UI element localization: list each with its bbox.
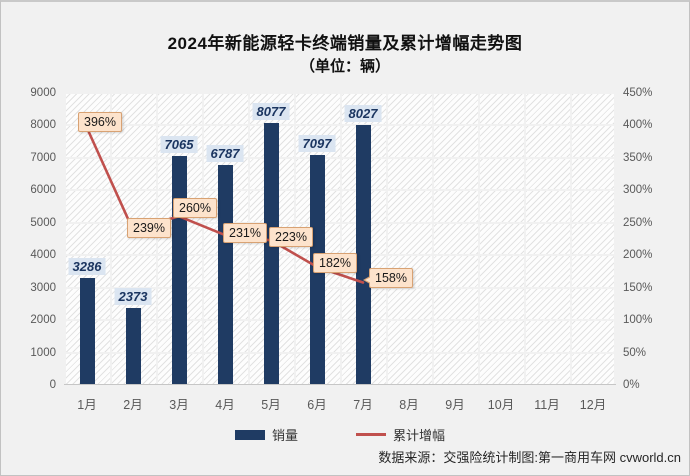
x-axis-tick: 7月 — [353, 398, 373, 412]
bar-value-label: 7097 — [298, 134, 336, 152]
gridline-horizontal — [64, 384, 616, 386]
bar-value-label: 8027 — [344, 104, 382, 122]
left-axis-tick: 1000 — [30, 346, 56, 359]
sales-bar — [171, 155, 187, 385]
gridline-vertical — [340, 93, 342, 385]
x-axis-line — [64, 384, 616, 385]
growth-percent-label: 182% — [313, 252, 357, 273]
left-axis-tick: 5000 — [30, 216, 56, 229]
gridline-vertical — [614, 93, 616, 385]
left-axis-tick: 6000 — [30, 184, 56, 197]
growth-percent-label: 158% — [363, 268, 413, 289]
legend-sales-label: 销量 — [271, 428, 298, 443]
x-axis-tick: 8月 — [399, 398, 419, 412]
left-axis-tick: 7000 — [30, 151, 56, 164]
sales-bar — [263, 122, 279, 385]
gridline-vertical — [570, 93, 572, 385]
sales-bar — [79, 278, 95, 385]
right-axis-tick: 300% — [623, 184, 653, 197]
right-axis-tick: 200% — [623, 249, 653, 262]
legend-growth-label: 累计增幅 — [393, 428, 446, 443]
left-axis-tick: 4000 — [30, 249, 56, 262]
left-axis-tick: 9000 — [30, 87, 56, 99]
growth-percent-label: 396% — [78, 112, 122, 133]
x-axis-tick: 6月 — [307, 398, 327, 412]
sales-bar-swatch-icon — [234, 429, 265, 440]
right-axis-tick: 450% — [623, 87, 653, 99]
right-axis-tick: 150% — [623, 281, 653, 294]
right-axis-tick: 250% — [623, 216, 653, 229]
x-axis-tick: 1月 — [77, 398, 97, 412]
left-axis-tick: 3000 — [30, 281, 56, 294]
bar-value-label: 3286 — [68, 258, 106, 276]
left-axis-tick: 2000 — [30, 314, 56, 327]
right-axis-tick: 50% — [623, 346, 647, 359]
growth-percent-label: 231% — [223, 223, 267, 244]
gridline-vertical — [110, 93, 112, 385]
x-axis-tick: 10月 — [487, 398, 515, 412]
bar-value-label: 2373 — [114, 288, 152, 305]
growth-line-swatch-icon — [356, 433, 386, 436]
x-axis-tick: 5月 — [261, 398, 281, 412]
legend: 销量 累计增幅 — [64, 425, 616, 444]
growth-percent-label: 239% — [127, 217, 171, 238]
gridline-vertical — [524, 93, 526, 385]
plot-area — [64, 92, 616, 386]
right-axis-tick: 100% — [623, 314, 653, 327]
chart-title: 2024年新能源轻卡终端销量及累计增幅走势图 — [167, 34, 523, 53]
bar-value-label: 7065 — [160, 135, 198, 153]
growth-percent-label: 223% — [269, 227, 313, 248]
sales-bar — [125, 308, 141, 385]
gridline-vertical — [432, 93, 434, 385]
growth-percent-label: 260% — [173, 198, 217, 219]
legend-item-sales: 销量 — [234, 425, 298, 444]
right-axis-tick: 400% — [623, 119, 653, 132]
sales-bar — [217, 164, 233, 385]
chart-subtitle: （单位：辆） — [299, 58, 390, 75]
sales-bar — [355, 124, 371, 385]
x-axis-tick: 12月 — [579, 398, 607, 412]
gridline-vertical — [478, 93, 480, 385]
x-axis-tick: 9月 — [445, 398, 465, 412]
left-axis-tick: 0 — [49, 379, 56, 391]
gridline-vertical — [156, 93, 158, 385]
legend-item-growth: 累计增幅 — [356, 425, 445, 444]
x-axis-tick: 3月 — [169, 398, 189, 412]
bar-value-label: 8077 — [252, 102, 290, 120]
x-axis-tick: 4月 — [215, 398, 235, 412]
x-axis-tick: 2月 — [123, 398, 143, 412]
bar-value-label: 6787 — [206, 144, 244, 162]
gridline-vertical — [64, 93, 66, 385]
data-source-note: 数据来源：交强险统计制图:第一商用车网 cvworld.cn — [378, 450, 681, 465]
right-axis-tick: 350% — [623, 151, 653, 164]
x-axis-tick: 11月 — [534, 398, 560, 412]
gridline-vertical — [202, 93, 204, 385]
right-axis-tick: 0% — [623, 379, 640, 391]
gridline-vertical — [386, 93, 388, 385]
left-axis-tick: 8000 — [30, 119, 56, 132]
